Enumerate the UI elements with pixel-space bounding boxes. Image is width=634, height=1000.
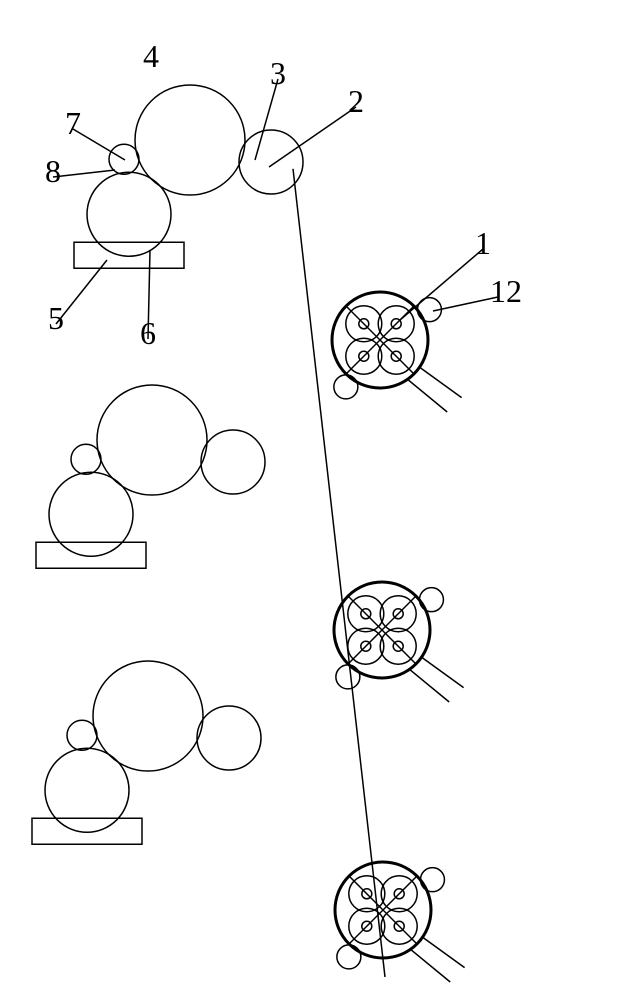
callout-label: 6 bbox=[140, 315, 156, 352]
callout-label: 1 bbox=[475, 225, 491, 262]
callout-label: 4 bbox=[143, 38, 159, 75]
technical-diagram bbox=[0, 0, 634, 1000]
callout-label: 5 bbox=[48, 300, 64, 337]
callout-label: 8 bbox=[45, 153, 61, 190]
callout-label: 2 bbox=[348, 83, 364, 120]
callout-label: 12 bbox=[490, 273, 522, 310]
callout-label: 7 bbox=[65, 105, 81, 142]
callout-label: 3 bbox=[270, 55, 286, 92]
